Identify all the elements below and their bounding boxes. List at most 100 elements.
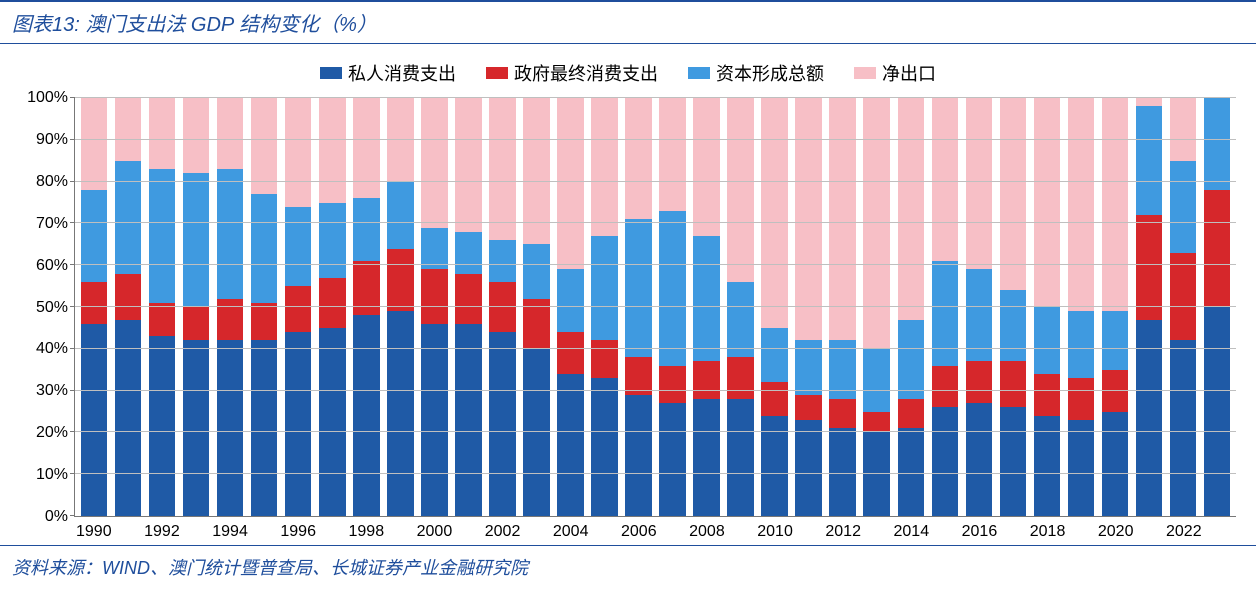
bar-segment <box>1170 340 1197 516</box>
x-tick-label <box>588 519 621 541</box>
bar-segment <box>251 194 278 303</box>
x-tick-label: 1992 <box>144 519 180 541</box>
legend-item: 净出口 <box>854 60 936 86</box>
bar-segment <box>183 307 210 340</box>
grid-line <box>75 390 1236 391</box>
x-tick-label: 2022 <box>1166 519 1202 541</box>
bar-column <box>281 98 315 516</box>
y-tick-label: 70% <box>36 215 68 233</box>
bar-segment <box>285 207 312 286</box>
bar-stack <box>932 98 959 516</box>
bar-column <box>213 98 247 516</box>
bar-segment <box>591 378 618 516</box>
y-tick-mark <box>70 515 75 516</box>
x-tick-label: 1996 <box>280 519 316 541</box>
bar-segment <box>523 244 550 298</box>
bar-stack <box>727 98 754 516</box>
x-tick-label: 2010 <box>757 519 793 541</box>
bar-segment <box>966 98 993 269</box>
bar-stack <box>353 98 380 516</box>
chart-title: 图表13: 澳门支出法 GDP 结构变化（%） <box>12 8 1244 37</box>
x-tick-label: 2020 <box>1098 519 1134 541</box>
bar-stack <box>1204 98 1231 516</box>
bar-segment <box>455 274 482 324</box>
bar-column <box>519 98 553 516</box>
bar-stack <box>1068 98 1095 516</box>
bar-column <box>451 98 485 516</box>
legend-swatch <box>320 67 342 79</box>
bar-segment <box>1170 161 1197 253</box>
bar-segment <box>727 98 754 282</box>
bar-stack <box>387 98 414 516</box>
bar-segment <box>1000 98 1027 290</box>
bar-segment <box>1102 311 1129 370</box>
bar-segment <box>285 286 312 332</box>
bar-stack <box>183 98 210 516</box>
bar-segment <box>455 324 482 516</box>
bar-segment <box>1136 320 1163 516</box>
bar-segment <box>319 98 346 203</box>
bar-segment <box>795 395 822 420</box>
bar-segment <box>761 98 788 328</box>
chart-title-bar: 图表13: 澳门支出法 GDP 结构变化（%） <box>0 0 1256 44</box>
bar-segment <box>285 332 312 516</box>
bar-segment <box>1170 253 1197 341</box>
bar-stack <box>966 98 993 516</box>
bar-segment <box>455 232 482 274</box>
bar-segment <box>1000 361 1027 407</box>
x-tick-label <box>384 519 417 541</box>
bar-segment <box>319 278 346 328</box>
bar-segment <box>1136 215 1163 320</box>
bar-segment <box>1068 98 1095 311</box>
bar-segment <box>1102 98 1129 311</box>
y-tick-label: 30% <box>36 382 68 400</box>
bar-segment <box>591 340 618 378</box>
bar-stack <box>898 98 925 516</box>
bar-segment <box>761 382 788 415</box>
bar-segment <box>285 98 312 207</box>
bar-segment <box>557 98 584 269</box>
grid-line <box>75 306 1236 307</box>
bar-segment <box>1204 190 1231 307</box>
x-tick-label <box>520 519 553 541</box>
bar-stack <box>149 98 176 516</box>
bar-segment <box>693 98 720 236</box>
bar-segment <box>863 432 890 516</box>
bar-segment <box>659 366 686 404</box>
y-tick-label: 10% <box>36 466 68 484</box>
bar-column <box>656 98 690 516</box>
bar-segment <box>966 403 993 516</box>
bar-segment <box>387 182 414 249</box>
bar-segment <box>898 98 925 320</box>
bar-column <box>792 98 826 516</box>
bar-segment <box>932 407 959 516</box>
bar-segment <box>761 328 788 382</box>
bar-column <box>1098 98 1132 516</box>
x-tick-label <box>1202 519 1235 541</box>
bar-segment <box>81 190 108 282</box>
bar-segment <box>1034 98 1061 307</box>
x-tick-label <box>861 519 894 541</box>
bar-segment <box>489 98 516 240</box>
bar-segment <box>387 311 414 516</box>
legend-label: 资本形成总额 <box>716 60 824 86</box>
bar-segment <box>727 282 754 357</box>
x-tick-label <box>929 519 962 541</box>
bar-segment <box>455 98 482 232</box>
bar-column <box>894 98 928 516</box>
x-tick-label <box>1065 519 1098 541</box>
bar-stack <box>285 98 312 516</box>
x-tick-label <box>180 519 213 541</box>
bar-segment <box>251 303 278 341</box>
bar-segment <box>81 324 108 516</box>
bar-segment <box>353 315 380 516</box>
y-tick-label: 90% <box>36 131 68 149</box>
grid-line <box>75 97 1236 98</box>
bar-segment <box>1034 307 1061 374</box>
bar-segment <box>557 332 584 374</box>
bar-segment <box>898 320 925 399</box>
bar-column <box>1030 98 1064 516</box>
bar-segment <box>932 98 959 261</box>
bar-segment <box>421 324 448 516</box>
bar-segment <box>81 98 108 190</box>
